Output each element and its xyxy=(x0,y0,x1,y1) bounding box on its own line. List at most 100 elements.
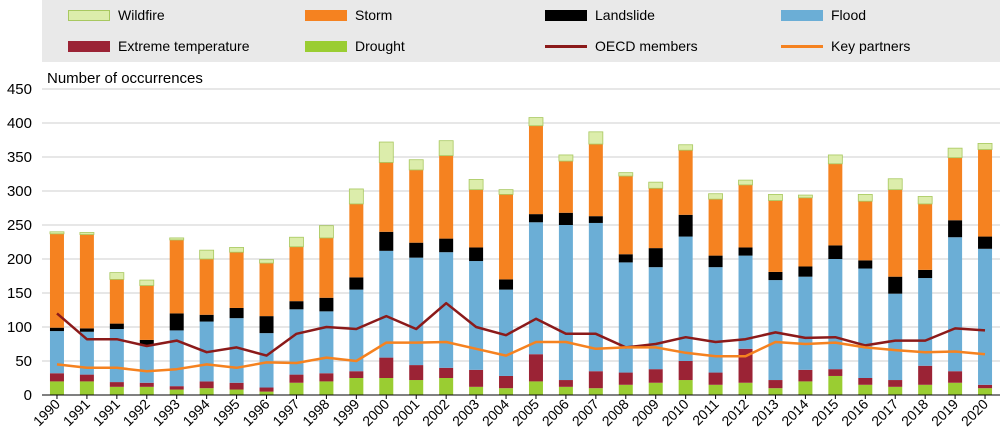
bar-wildfire xyxy=(648,181,664,189)
bar-flood xyxy=(109,329,124,383)
bar-extreme-temperature xyxy=(588,371,603,389)
bar-storm xyxy=(828,163,843,246)
bar-flood xyxy=(409,257,424,366)
bar-wildfire xyxy=(678,144,694,151)
x-tick-label: 1998 xyxy=(299,396,332,429)
bar-drought xyxy=(678,380,693,395)
bar-landslide xyxy=(79,328,94,332)
bar-wildfire xyxy=(229,247,244,253)
bar-drought xyxy=(978,388,993,395)
bar-landslide xyxy=(469,247,484,262)
bar-storm xyxy=(349,203,364,278)
bar-storm xyxy=(439,155,454,239)
x-tick-label: 1992 xyxy=(120,396,153,429)
bar-wildfire xyxy=(199,249,215,260)
bar-extreme-temperature xyxy=(289,374,304,383)
bar-extreme-temperature xyxy=(379,357,394,378)
bar-drought xyxy=(259,391,274,395)
bar-drought xyxy=(708,384,723,395)
bar-storm xyxy=(469,189,484,248)
bar-flood xyxy=(918,278,933,366)
bar-flood xyxy=(948,237,963,372)
bar-landslide xyxy=(409,242,424,258)
bar-extreme-temperature xyxy=(229,382,244,390)
bar-flood xyxy=(439,252,454,368)
x-tick-label: 2001 xyxy=(389,396,422,429)
bar-extreme-temperature xyxy=(888,380,903,387)
legend-label-flood: Flood xyxy=(831,7,867,23)
x-tick-label: 2008 xyxy=(599,396,632,429)
bar-landslide xyxy=(858,260,873,269)
bar-drought xyxy=(169,389,184,395)
bar-storm xyxy=(109,279,124,324)
bar-storm xyxy=(169,239,184,314)
bar-extreme-temperature xyxy=(678,361,693,381)
bar-drought xyxy=(439,378,454,395)
bar-stacks xyxy=(49,117,993,395)
bar-drought xyxy=(109,386,124,395)
y-tick-label: 400 xyxy=(7,115,32,132)
bar-landslide xyxy=(978,236,993,249)
bar-landslide xyxy=(169,313,184,331)
bar-storm xyxy=(618,176,633,255)
bar-extreme-temperature xyxy=(169,386,184,390)
bar-drought xyxy=(588,388,603,395)
bar-drought xyxy=(798,381,813,395)
stacked-bar-chart: Number of occurrences 0 50 100 150 200 250 300… xyxy=(7,70,1000,429)
bar-extreme-temperature xyxy=(948,371,963,383)
bar-extreme-temperature xyxy=(768,380,783,389)
bar-storm xyxy=(648,188,663,249)
bar-extreme-temperature xyxy=(648,369,663,383)
bar-extreme-temperature xyxy=(828,369,843,376)
bar-flood xyxy=(978,248,993,385)
bar-landslide xyxy=(259,316,274,334)
x-tick-label: 2002 xyxy=(419,396,452,429)
bar-extreme-temperature xyxy=(798,369,813,382)
bar-storm xyxy=(858,201,873,261)
bar-extreme-temperature xyxy=(558,380,573,387)
bar-drought xyxy=(558,386,573,395)
bar-landslide xyxy=(199,314,214,322)
bar-wildfire xyxy=(798,194,813,199)
x-tick-label: 2016 xyxy=(838,396,871,429)
bar-wildfire xyxy=(498,189,514,195)
bar-drought xyxy=(289,382,304,395)
bar-extreme-temperature xyxy=(139,382,154,387)
bar-storm xyxy=(79,234,94,329)
x-tick-label: 2004 xyxy=(479,396,512,429)
bar-storm xyxy=(588,144,603,217)
legend-label-oecd-members: OECD members xyxy=(595,38,698,54)
x-tick-label: 1991 xyxy=(90,396,123,429)
bar-storm xyxy=(768,200,783,272)
bar-extreme-temperature xyxy=(528,354,543,382)
bar-drought xyxy=(828,375,843,395)
x-tick-label: 2012 xyxy=(718,396,751,429)
bar-flood xyxy=(349,289,364,372)
bar-drought xyxy=(768,388,783,395)
legend-label-wildfire: Wildfire xyxy=(118,7,165,23)
legend-item-flood: Flood xyxy=(781,7,866,23)
legend-item-wildfire: Wildfire xyxy=(68,7,165,23)
x-tick-label: 2013 xyxy=(748,396,781,429)
bar-landslide xyxy=(528,214,543,223)
bar-flood xyxy=(648,267,663,370)
bar-landslide xyxy=(798,266,813,277)
bar-wildfire xyxy=(588,131,604,145)
bar-storm xyxy=(708,199,723,256)
bar-drought xyxy=(948,382,963,395)
y-tick-label: 350 xyxy=(7,149,32,166)
bar-flood xyxy=(289,309,304,375)
bar-extreme-temperature xyxy=(109,382,124,387)
bar-wildfire xyxy=(708,193,723,200)
bar-extreme-temperature xyxy=(349,371,364,378)
bar-storm xyxy=(948,157,963,221)
legend-item-landslide: Landslide xyxy=(545,7,655,23)
bar-flood xyxy=(528,222,543,355)
x-tick-label: 1993 xyxy=(149,396,182,429)
bar-storm xyxy=(259,263,274,317)
bar-landslide xyxy=(499,279,514,290)
bar-wildfire xyxy=(827,154,843,165)
x-tick-label: 2007 xyxy=(569,396,602,429)
bar-wildfire xyxy=(977,143,993,150)
bar-storm xyxy=(558,161,573,213)
